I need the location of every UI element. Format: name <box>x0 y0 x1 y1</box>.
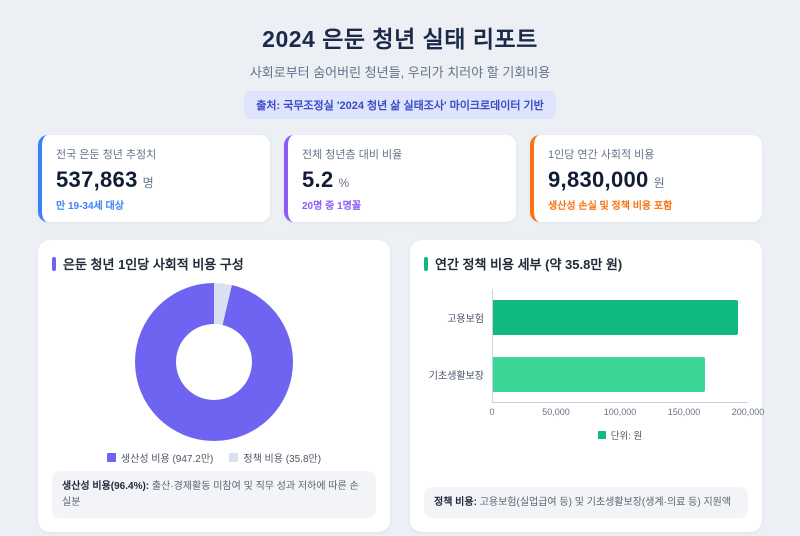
stat-value: 9,830,000 <box>548 167 649 192</box>
x-axis-ticks: 0 50,000 100,000 150,000 200,000 <box>489 407 764 420</box>
bar-panel: 연간 정책 비용 세부 (약 35.8만 원) 고용보험 기초생활보장 0 50,… <box>410 240 764 532</box>
stat-cards-row: 전국 은둔 청년 추정치 537,863 명 만 19-34세 대상 전체 청년… <box>38 135 762 222</box>
unit-swatch <box>597 431 606 439</box>
x-tick-label: 150,000 <box>667 407 701 417</box>
y-axis-label: 기초생활보장 <box>428 371 484 382</box>
stat-card-estimate: 전국 은둔 청년 추정치 537,863 명 만 19-34세 대상 <box>38 135 270 222</box>
panel-accent-bar <box>424 256 428 271</box>
bar-note-strong: 정책 비용: <box>434 496 477 508</box>
charts-row: 은둔 청년 1인당 사회적 비용 구성 생산성 비용 (947.2만) 정책 비… <box>38 240 764 532</box>
stat-label: 전국 은둔 청년 추정치 <box>56 149 157 161</box>
stat-unit: % <box>338 176 350 190</box>
x-tick-label: 0 <box>489 407 495 417</box>
donut-legend: 생산성 비용 (947.2만) 정책 비용 (35.8만) <box>52 450 376 465</box>
x-tick-label: 50,000 <box>542 407 570 417</box>
donut-hole <box>176 324 252 400</box>
page-subtitle: 사회로부터 숨어버린 청년들, 우리가 치러야 할 기회비용 <box>249 65 551 80</box>
stat-unit: 명 <box>142 176 154 190</box>
y-axis-labels: 고용보험 기초생활보장 <box>424 289 492 403</box>
donut-note-text: 출산·경제활동 미참여 및 직무 성과 저하에 따른 손실분 <box>62 481 359 508</box>
legend-swatch-productivity <box>106 453 116 462</box>
donut-panel-title: 은둔 청년 1인당 사회적 비용 구성 <box>63 257 244 272</box>
unit-label: 단위: 원 <box>610 431 643 442</box>
source-badge: 출처: 국무조정실 '2024 청년 삶 실태조사' 마이크로데이터 기반 <box>244 91 556 119</box>
legend-item-policy: 정책 비용 (35.8만) <box>229 450 321 465</box>
stat-unit: 원 <box>653 176 665 190</box>
report-header: 2024 은둔 청년 실태 리포트 사회로부터 숨어버린 청년들, 우리가 치러… <box>38 20 762 119</box>
stat-label: 1인당 연간 사회적 비용 <box>548 149 655 161</box>
stat-value-row: 9,830,000 원 <box>548 167 748 193</box>
stat-value-row: 537,863 명 <box>56 167 256 193</box>
stat-value: 537,863 <box>56 167 138 192</box>
stat-card-ratio: 전체 청년층 대비 비율 5.2 % 20명 중 1명꼴 <box>284 135 516 222</box>
legend-label: 생산성 비용 (947.2만) <box>120 454 214 465</box>
y-axis-label: 고용보험 <box>447 314 484 325</box>
bar-note-text: 고용보험(실업급여 등) 및 기초생활보장(생계·의료 등) 지원액 <box>479 496 732 508</box>
donut-note: 생산성 비용(96.4%): 출산·경제활동 미참여 및 직무 성과 저하에 따… <box>52 471 376 518</box>
unit-legend: 단위: 원 <box>492 428 748 442</box>
bar-employment-insurance <box>493 300 738 335</box>
bar-chart: 고용보험 기초생활보장 <box>424 289 748 403</box>
stat-caption: 생산성 손실 및 정책 비용 포함 <box>548 201 673 212</box>
legend-swatch-policy <box>229 453 239 462</box>
bar-row <box>493 289 748 346</box>
x-tick-label: 100,000 <box>603 407 637 417</box>
legend-item-productivity: 생산성 비용 (947.2만) <box>106 450 214 465</box>
bar-panel-header: 연간 정책 비용 세부 (약 35.8만 원) <box>424 254 748 273</box>
stat-caption: 만 19-34세 대상 <box>56 201 124 212</box>
bar-basic-livelihood <box>493 357 705 392</box>
donut-note-strong: 생산성 비용(96.4%): <box>62 481 150 492</box>
donut-panel: 은둔 청년 1인당 사회적 비용 구성 생산성 비용 (947.2만) 정책 비… <box>38 240 390 532</box>
bar-plot-area <box>492 289 748 403</box>
stat-caption: 20명 중 1명꼴 <box>302 201 362 212</box>
stat-label: 전체 청년층 대비 비율 <box>302 149 403 161</box>
x-tick-label: 200,000 <box>731 407 765 417</box>
bar-row <box>493 346 748 403</box>
page-title: 2024 은둔 청년 실태 리포트 <box>262 26 538 52</box>
stat-value: 5.2 <box>302 167 334 192</box>
legend-label: 정책 비용 (35.8만) <box>243 454 322 465</box>
donut-panel-header: 은둔 청년 1인당 사회적 비용 구성 <box>52 254 376 273</box>
bar-note: 정책 비용: 고용보험(실업급여 등) 및 기초생활보장(생계·의료 등) 지원… <box>424 486 748 518</box>
donut-chart <box>135 283 293 441</box>
stat-card-cost: 1인당 연간 사회적 비용 9,830,000 원 생산성 손실 및 정책 비용… <box>530 135 762 222</box>
panel-accent-bar <box>52 256 56 271</box>
stat-value-row: 5.2 % <box>302 167 502 193</box>
bar-panel-title: 연간 정책 비용 세부 (약 35.8만 원) <box>435 257 623 272</box>
